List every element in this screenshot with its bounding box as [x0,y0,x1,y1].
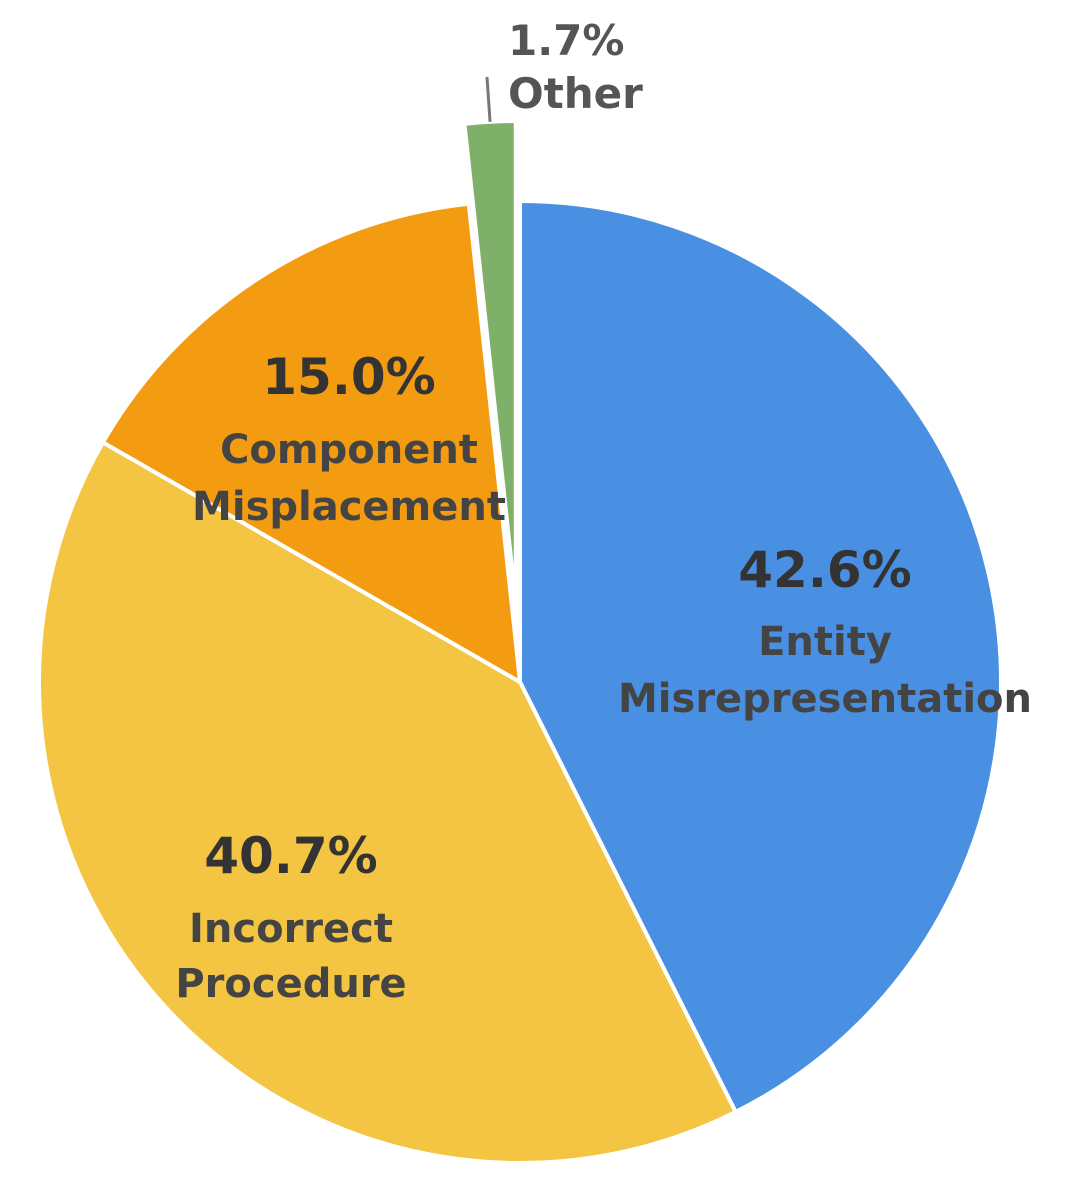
pie-slice-entity-misrepresentation [518,199,1003,1114]
slice-category-label: Other [508,69,643,118]
pie-slice-component-misplacement [100,201,522,684]
slice-category-label: Misrepresentation [618,676,1032,722]
leader-line [485,76,492,122]
slice-category-label: Procedure [175,961,406,1007]
slice-category-label: Incorrect [189,906,393,952]
slice-percent-label: 40.7% [204,827,377,885]
pie-slices [37,119,1003,1165]
pie-labels: 42.6% Entity Misrepresentation 40.7% Incorre… [175,16,1032,1007]
slice-percent-label: 1.7% [508,16,624,65]
pie-slice-incorrect-procedure [37,440,738,1165]
slice-category-label: Misplacement [192,484,506,530]
slice-category-label: Entity [758,619,892,665]
slice-percent-label: 15.0% [262,348,435,406]
slice-category-label: Component [220,427,478,473]
slice-percent-label: 42.6% [738,541,911,599]
